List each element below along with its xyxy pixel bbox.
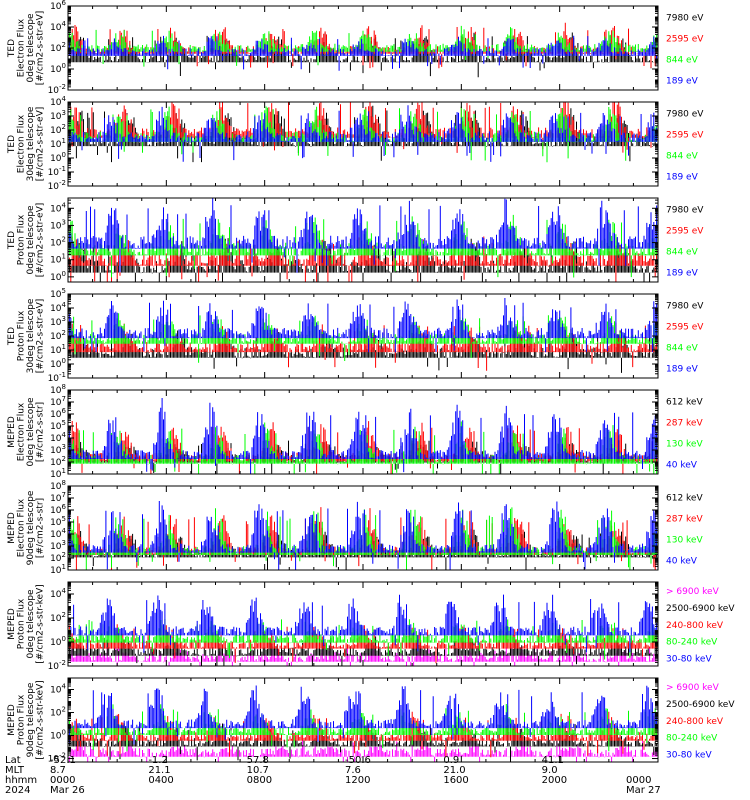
- legend-entry: 7980 eV: [666, 14, 704, 24]
- legend-entry: 130 keV: [666, 440, 703, 450]
- y-tick-label: 103: [50, 315, 66, 328]
- legend-entry: 80-240 keV: [666, 638, 718, 648]
- legend-entry: 844 eV: [666, 344, 699, 354]
- y-tick-label: 104: [50, 587, 66, 600]
- legend-entry: 844 eV: [666, 56, 699, 66]
- y-tick-label: 101: [50, 253, 66, 266]
- y-axis-label: MEPEDProton Flux0deg telescope[#/cm2-s-s…: [7, 584, 46, 663]
- legend-entry: 7980 eV: [666, 302, 704, 312]
- y-tick-label: 103: [50, 218, 66, 231]
- legend-entry: 40 keV: [666, 557, 698, 567]
- y-tick-label: 104: [50, 20, 66, 33]
- legend-entry: 2500-6900 keV: [666, 700, 735, 710]
- legend-entry: 2595 eV: [666, 323, 704, 333]
- y-tick-label: 102: [50, 329, 66, 342]
- y-tick-label: 10-2: [48, 659, 66, 672]
- y-tick-label: 100: [50, 635, 66, 648]
- legend-entry: 130 keV: [666, 536, 703, 546]
- y-tick-label: 10-2: [48, 179, 66, 192]
- legend-entry: 7980 eV: [666, 110, 704, 120]
- y-axis-label: TEDProton Flux30deg telescope[#/cm2-s-st…: [7, 298, 46, 373]
- legend-entry: > 6900 keV: [666, 587, 720, 597]
- legend-entry: 30-80 keV: [666, 750, 712, 760]
- legend-entry: 189 eV: [666, 77, 699, 87]
- legend-entry: 844 eV: [666, 152, 699, 162]
- y-tick-label: 101: [50, 563, 66, 576]
- y-tick-label: 100: [50, 270, 66, 283]
- y-tick-label: 100: [50, 729, 66, 742]
- legend-entry: 2595 eV: [666, 227, 704, 237]
- legend-entry: 189 eV: [666, 269, 699, 279]
- y-tick-label: 10-1: [48, 165, 66, 178]
- legend-entry: 80-240 keV: [666, 734, 718, 744]
- legend-entry: 189 eV: [666, 173, 699, 183]
- y-tick-label: 10-2: [48, 752, 66, 765]
- y-axis-label: TEDProton Flux0deg telescope[#/cm2-s-str…: [7, 203, 46, 278]
- y-tick-label: 104: [50, 201, 66, 214]
- y-tick-label: 101: [50, 137, 66, 150]
- y-tick-label: 104: [50, 683, 66, 696]
- panel-3: 104 103 102 101 100 TEDProton Flux0deg telesc…: [7, 197, 704, 283]
- y-tick-label: 100: [50, 62, 66, 75]
- legend-entry: 240-800 keV: [666, 621, 724, 631]
- y-tick-label: 102: [50, 236, 66, 249]
- y-tick-label: 102: [50, 611, 66, 624]
- legend-entry: 612 keV: [666, 398, 703, 408]
- legend-entry: > 6900 keV: [666, 683, 720, 693]
- legend-entry: 40 keV: [666, 461, 698, 471]
- y-tick-label: 100: [50, 151, 66, 164]
- y-tick-label: 103: [50, 109, 66, 122]
- y-axis-label: MEPEDProton Flux90deg telescope[#/cm2-s-…: [7, 680, 46, 759]
- legend-entry: 2595 eV: [666, 131, 704, 141]
- y-tick-label: 101: [50, 343, 66, 356]
- y-axis-label: TEDElectron Flux30deg telescope[#/cm2-s-…: [7, 106, 46, 181]
- y-tick-label: 102: [50, 706, 66, 719]
- y-tick-label: 102: [50, 41, 66, 54]
- y-axis-label: MEPEDElectron Flux0deg telescope[#/cm2-s…: [7, 397, 46, 467]
- legend-entry: 287 keV: [666, 419, 703, 429]
- legend-entry: 30-80 keV: [666, 654, 712, 664]
- y-tick-label: 100: [50, 357, 66, 370]
- legend-entry: 612 keV: [666, 494, 703, 504]
- legend-entry: 240-800 keV: [666, 717, 724, 727]
- y-axis-label: TEDElectron Flux0deg telescope[#/cm2-s-s…: [7, 11, 46, 86]
- y-tick-label: 106: [50, 0, 66, 12]
- legend-entry: 189 eV: [666, 365, 699, 375]
- y-tick-label: 104: [50, 301, 66, 314]
- legend-entry: 2595 eV: [666, 35, 704, 45]
- legend-entry: 844 eV: [666, 248, 699, 258]
- legend-entry: 287 keV: [666, 515, 703, 525]
- y-tick-label: 105: [50, 287, 66, 300]
- y-tick-label: 104: [50, 95, 66, 108]
- y-axis-label: MEPEDElectron Flux90deg telescope[#/cm2-…: [7, 490, 46, 565]
- y-tick-label: 102: [50, 123, 66, 136]
- legend-entry: 2500-6900 keV: [666, 604, 735, 614]
- legend-entry: 7980 eV: [666, 206, 704, 216]
